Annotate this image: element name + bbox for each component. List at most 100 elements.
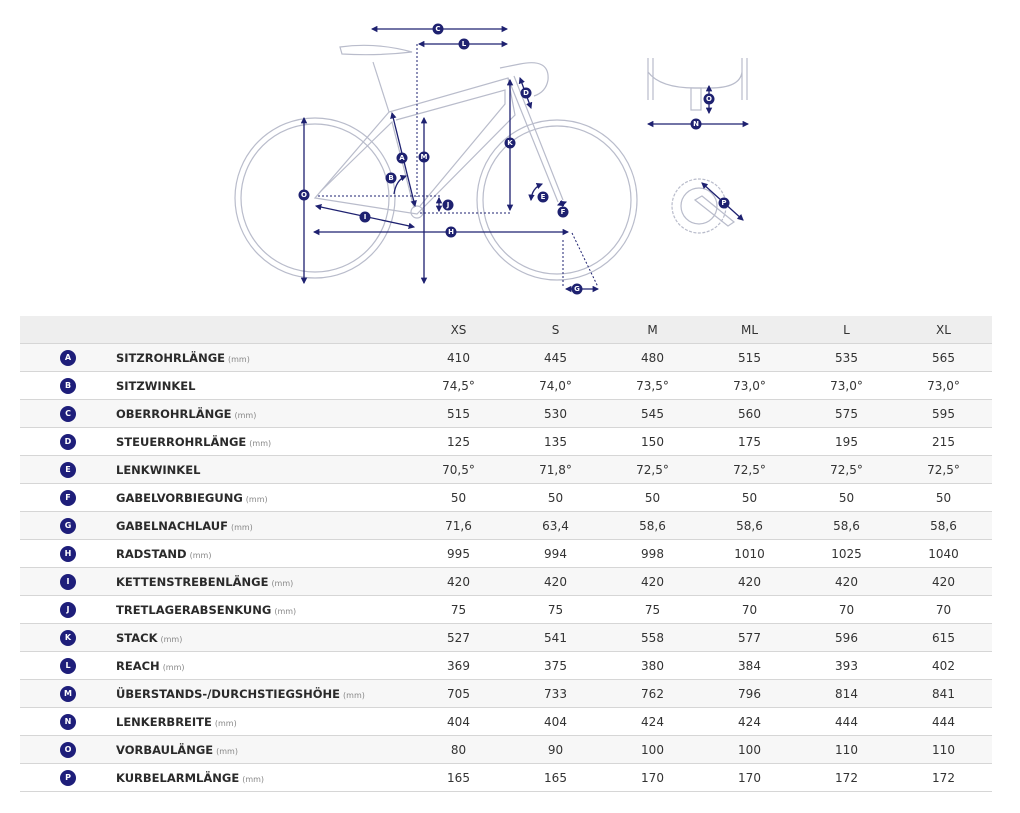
measurement-name: GABELVORBIEGUNG (mm)	[116, 483, 410, 512]
letter-badge: O	[60, 741, 76, 758]
value-cell: 74,0°	[507, 371, 604, 400]
table-row: D STEUERROHRLÄNGE (mm) 125 135 150 175 195 215	[20, 427, 992, 456]
value-cell: 560	[701, 399, 798, 428]
value-cell: 58,6	[604, 511, 701, 540]
table-row: F GABELVORBIEGUNG (mm) 50 50 50 50 50 50	[20, 483, 992, 512]
label-M: M	[418, 151, 430, 163]
size-header: XL	[895, 316, 992, 344]
svg-text:I: I	[364, 213, 367, 221]
table-row: K STACK (mm) 527 541 558 577 596 615	[20, 623, 992, 652]
value-cell: 1025	[798, 539, 895, 568]
value-cell: 596	[798, 623, 895, 652]
letter-badge: N	[60, 713, 76, 730]
letter-badge: F	[60, 489, 76, 506]
value-cell: 575	[798, 399, 895, 428]
unit-label: (mm)	[216, 746, 238, 756]
label-F: F	[557, 206, 569, 218]
letter-badge: L	[60, 657, 76, 674]
value-cell: 80	[410, 735, 507, 764]
table-row: O VORBAULÄNGE (mm) 80 90 100 100 110 110	[20, 735, 992, 764]
value-cell: 814	[798, 679, 895, 708]
measurement-name: LENKERBREITE (mm)	[116, 707, 410, 736]
value-cell: 75	[507, 595, 604, 624]
table-row: E LENKWINKEL 70,5° 71,8° 72,5° 72,5° 72,5° 72,5…	[20, 455, 992, 484]
table-row: A SITZROHRLÄNGE (mm) 410 445 480 515 535 565	[20, 343, 992, 372]
value-cell: 705	[410, 679, 507, 708]
value-cell: 73,0°	[798, 371, 895, 400]
measurement-name: VORBAULÄNGE (mm)	[116, 735, 410, 764]
value-cell: 384	[701, 651, 798, 680]
label-P: P	[718, 197, 730, 209]
value-cell: 444	[895, 707, 992, 736]
unit-label: (mm)	[242, 774, 265, 784]
letter-badge: P	[60, 769, 76, 786]
value-cell: 841	[895, 679, 992, 708]
value-cell: 73,0°	[701, 371, 798, 400]
value-cell: 165	[507, 763, 604, 792]
svg-text:E: E	[541, 193, 546, 201]
value-cell: 444	[798, 707, 895, 736]
value-cell: 58,6	[895, 511, 992, 540]
svg-text:F: F	[561, 208, 566, 216]
label-D: D	[520, 87, 532, 99]
value-cell: 404	[507, 707, 604, 736]
value-cell: 420	[895, 567, 992, 596]
measurement-name: OBERROHRLÄNGE (mm)	[116, 399, 410, 428]
value-cell: 165	[410, 763, 507, 792]
table-row: N LENKERBREITE (mm) 404 404 424 424 444 444	[20, 707, 992, 736]
size-header: S	[507, 316, 604, 344]
measurement-name: STACK (mm)	[116, 623, 410, 652]
value-cell: 70	[798, 595, 895, 624]
size-header: ML	[701, 316, 798, 344]
value-cell: 796	[701, 679, 798, 708]
value-cell: 558	[604, 623, 701, 652]
measurement-name: GABELNACHLAUF (mm)	[116, 511, 410, 540]
letter-badge: H	[60, 545, 76, 562]
letter-badge: M	[60, 685, 76, 702]
label-K: K	[504, 137, 516, 149]
value-cell: 420	[798, 567, 895, 596]
value-cell: 195	[798, 427, 895, 456]
measurement-name: STEUERROHRLÄNGE (mm)	[116, 427, 410, 456]
measurement-name: ÜBERSTANDS-/DURCHSTIEGSHÖHE (mm)	[116, 679, 410, 708]
label-A: A	[396, 152, 408, 164]
letter-badge: A	[60, 349, 76, 366]
size-header: L	[798, 316, 895, 344]
value-cell: 172	[895, 763, 992, 792]
value-cell: 50	[410, 483, 507, 512]
svg-text:K: K	[507, 139, 513, 147]
value-cell: 565	[895, 343, 992, 372]
value-cell: 994	[507, 539, 604, 568]
value-cell: 733	[507, 679, 604, 708]
value-cell: 73,0°	[895, 371, 992, 400]
unit-label: (mm)	[214, 718, 237, 728]
unit-label: (mm)	[274, 606, 297, 616]
value-cell: 420	[507, 567, 604, 596]
value-cell: 70	[895, 595, 992, 624]
value-cell: 515	[410, 399, 507, 428]
label-O-wheel: O	[298, 189, 310, 201]
value-cell: 50	[798, 483, 895, 512]
label-J: J	[442, 199, 454, 211]
bike-geometry-diagram: C L A B M K D E F O I H J G O N P	[234, 23, 750, 295]
table-row: P KURBELARMLÄNGE (mm) 165 165 170 170 172 172	[20, 763, 992, 792]
value-cell: 527	[410, 623, 507, 652]
unit-label: (mm)	[230, 522, 253, 532]
value-cell: 50	[507, 483, 604, 512]
value-cell: 515	[701, 343, 798, 372]
label-B: B	[385, 172, 397, 184]
svg-text:N: N	[693, 120, 699, 128]
measurement-name: SITZROHRLÄNGE (mm)	[116, 343, 410, 372]
value-cell: 595	[895, 399, 992, 428]
label-N: N	[690, 118, 702, 130]
handlebar-drawing	[647, 58, 748, 111]
value-cell: 58,6	[701, 511, 798, 540]
value-cell: 369	[410, 651, 507, 680]
value-cell: 150	[604, 427, 701, 456]
value-cell: 100	[701, 735, 798, 764]
value-cell: 170	[701, 763, 798, 792]
value-cell: 72,5°	[895, 455, 992, 484]
unit-label: (mm)	[271, 578, 294, 588]
value-cell: 172	[798, 763, 895, 792]
letter-badge: B	[60, 377, 76, 394]
